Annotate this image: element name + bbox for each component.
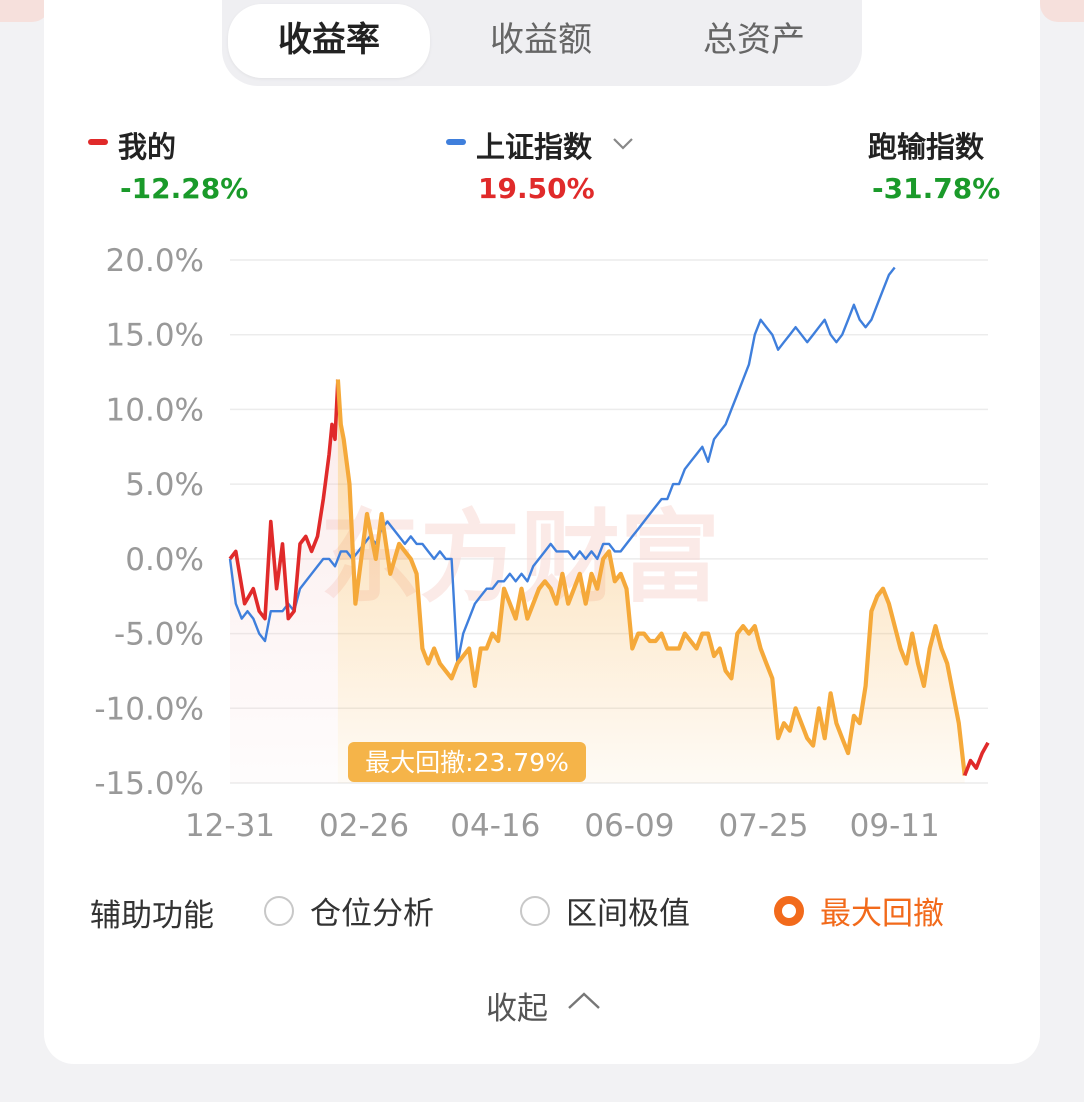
tab-bar: 收益率 收益额 总资产 [222, 0, 862, 86]
max-drawdown-label: 最大回撤:23.79% [348, 742, 586, 782]
y-tick-label: -10.0% [94, 691, 204, 727]
drawdown-area [337, 379, 965, 783]
interval-extreme-radio[interactable] [520, 896, 550, 926]
max-drawdown-radio[interactable] [774, 896, 804, 926]
x-tick-label: 12-31 [185, 808, 275, 844]
interval-extreme-label[interactable]: 区间极值 [566, 896, 690, 932]
index-legend-swatch [446, 139, 466, 145]
y-tick-label: 20.0% [106, 243, 204, 279]
index-return-value: 19.50% [478, 172, 595, 205]
x-tick-label: 07-25 [718, 808, 808, 844]
max-drawdown-option-label[interactable]: 最大回撤 [820, 896, 944, 932]
y-tick-label: 15.0% [106, 318, 204, 354]
tab-return-rate[interactable]: 收益率 [228, 4, 430, 78]
position-analysis-label[interactable]: 仓位分析 [310, 896, 434, 932]
top-accent-right [1040, 0, 1084, 22]
x-tick-label: 04-16 [450, 808, 540, 844]
index-series-line [228, 266, 896, 665]
tab-total-assets[interactable]: 总资产 [703, 20, 805, 60]
x-tick-label: 06-09 [584, 808, 674, 844]
index-legend-label[interactable]: 上证指数 [476, 130, 593, 164]
y-tick-label: 10.0% [106, 392, 204, 428]
tab-return-amount[interactable]: 收益额 [490, 20, 592, 60]
return-chart: 20.0% 15.0% 10.0% 5.0% 0.0% -5.0% -10.0% -15.0%… [94, 243, 990, 844]
y-tick-label: -15.0% [94, 766, 204, 802]
chevron-up-icon[interactable] [566, 986, 602, 1016]
max-drawdown-text: 最大回撤:23.79% [365, 748, 569, 777]
underperform-value: -31.78% [872, 172, 1001, 205]
top-accent-left [0, 0, 50, 22]
mine-series-line-post [963, 741, 990, 777]
mine-return-value: -12.28% [120, 172, 249, 205]
collapse-button[interactable]: 收起 [486, 991, 548, 1027]
x-tick-label: 09-11 [850, 808, 940, 844]
y-tick-label: 0.0% [125, 542, 204, 578]
y-tick-label: -5.0% [114, 617, 204, 653]
underperform-label: 跑输指数 [868, 130, 985, 164]
mine-legend-swatch [88, 139, 108, 145]
mine-legend-label: 我的 [118, 130, 177, 164]
x-tick-label: 02-26 [319, 808, 409, 844]
mine-series-line-drawdown [335, 379, 967, 776]
mine-series-line-pre [228, 379, 340, 621]
position-analysis-radio[interactable] [264, 896, 294, 926]
y-tick-label: 5.0% [125, 467, 204, 503]
chart-card [44, 0, 1040, 1064]
chevron-down-icon[interactable] [612, 132, 634, 154]
aux-function-label: 辅助功能 [90, 898, 214, 934]
